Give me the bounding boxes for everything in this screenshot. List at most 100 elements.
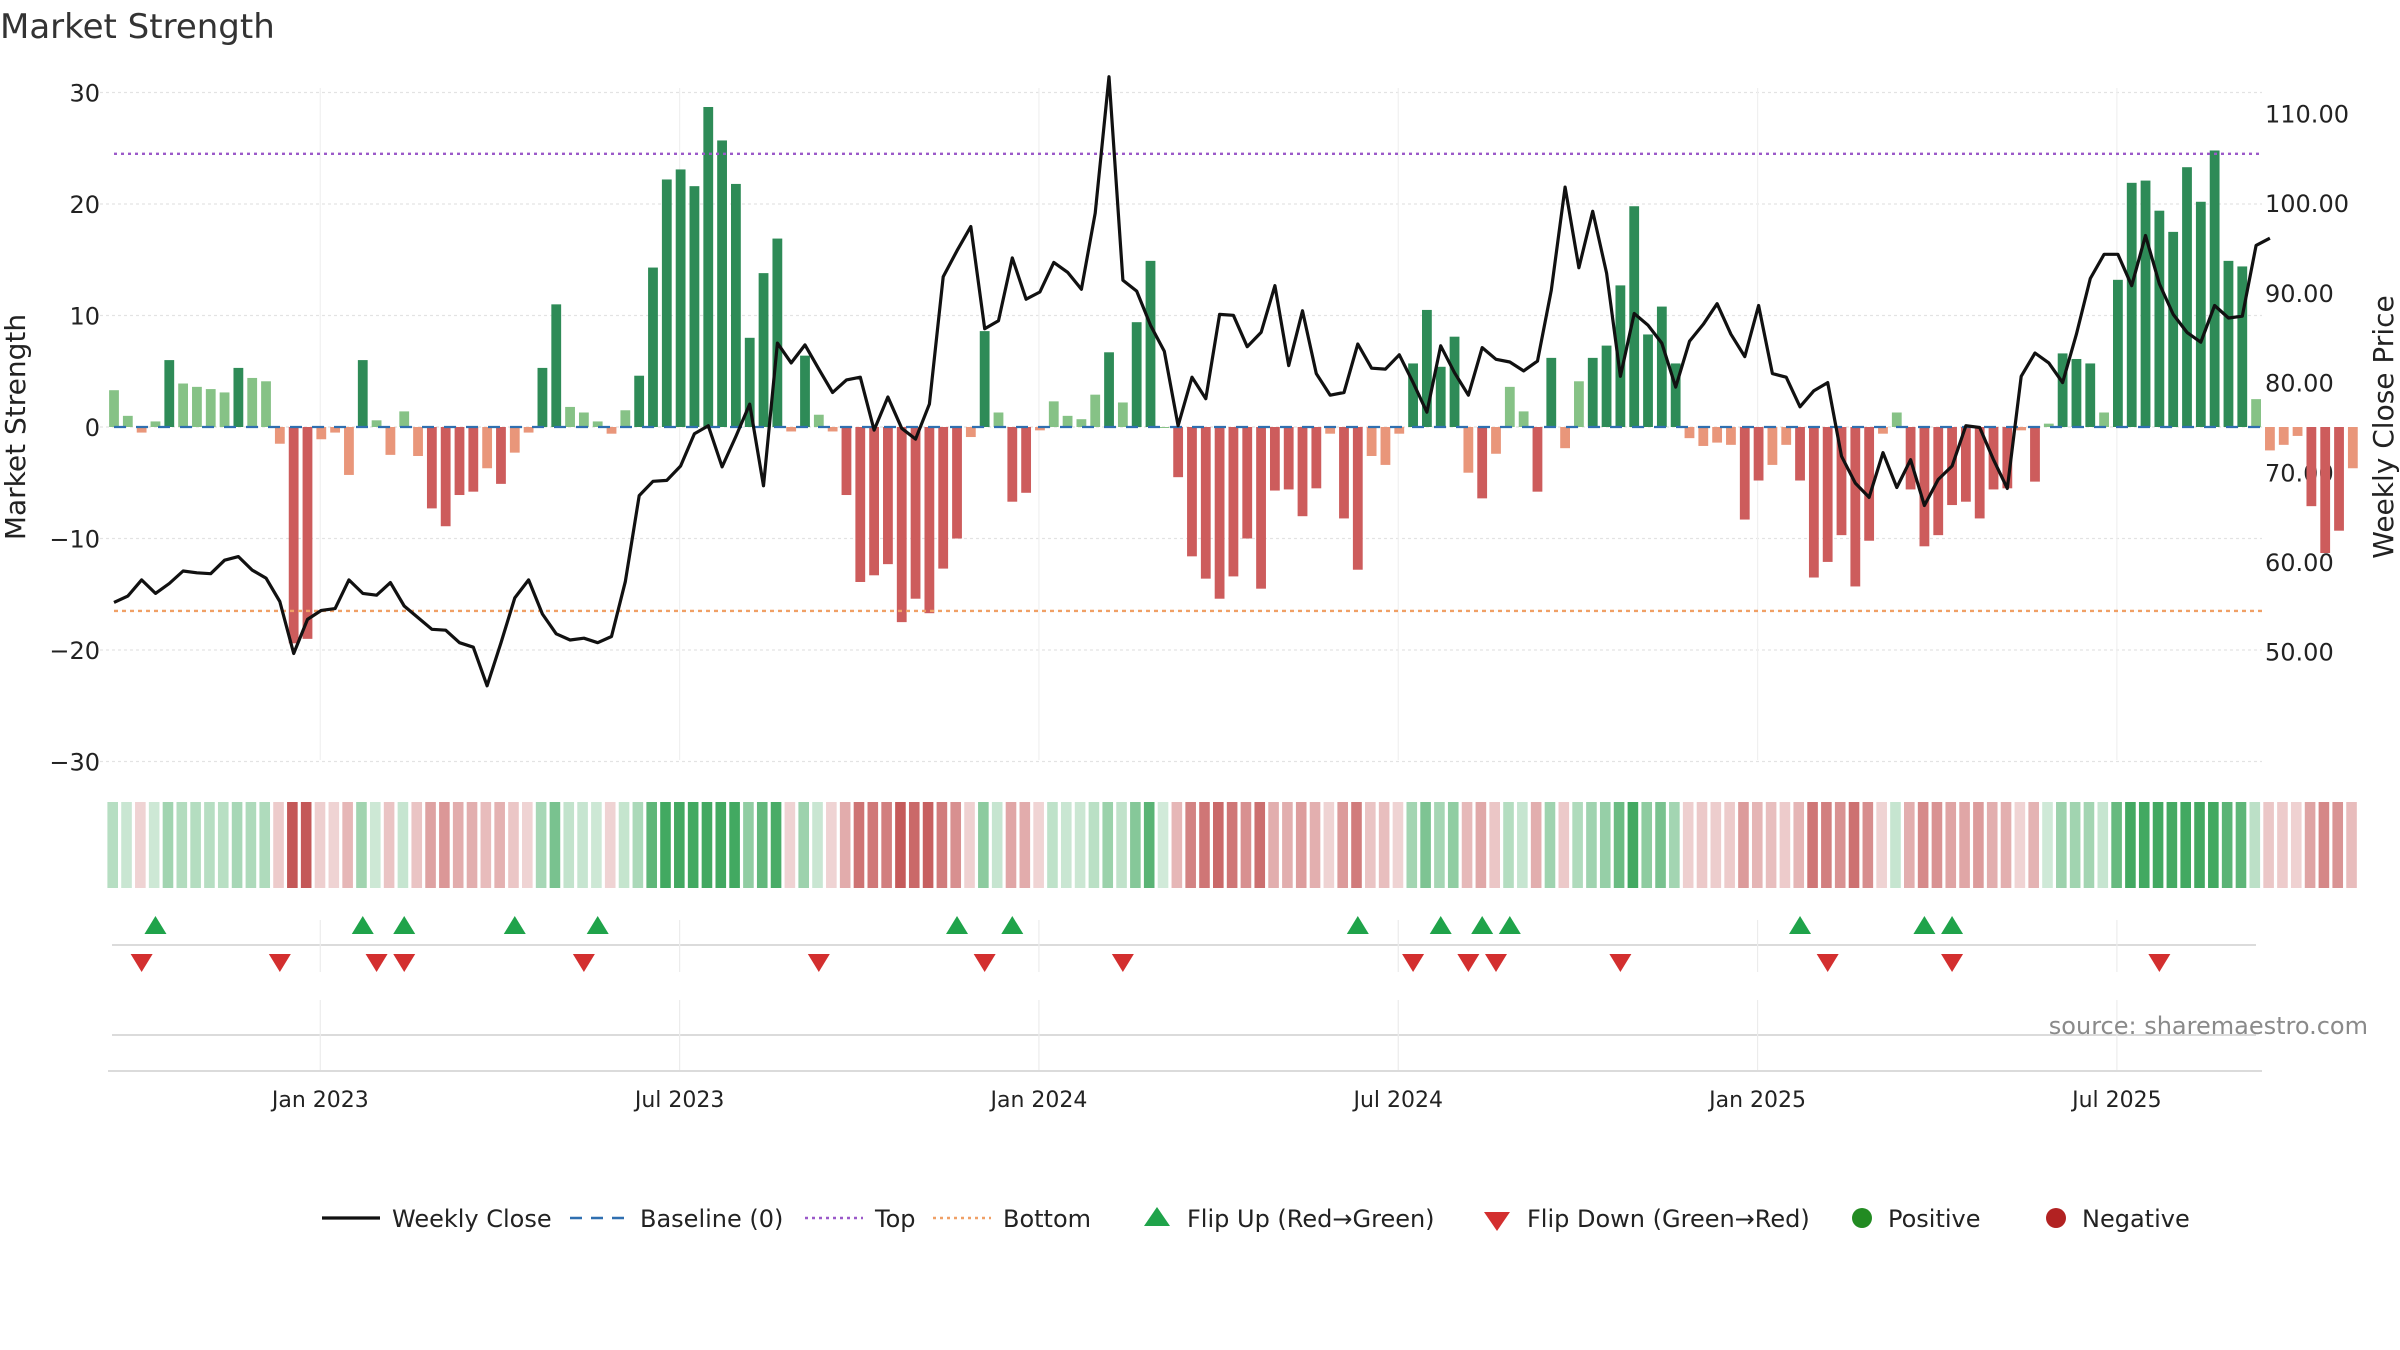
legend-label: Flip Down (Green→Red) bbox=[1527, 1205, 1810, 1233]
heat-cell bbox=[1116, 802, 1127, 888]
strength-bar bbox=[1864, 427, 1875, 541]
heat-cell bbox=[2304, 802, 2316, 888]
flip-down-marker bbox=[1402, 954, 1425, 972]
strength-bar bbox=[952, 427, 962, 539]
strength-bar bbox=[1532, 427, 1543, 492]
heat-cell bbox=[2138, 802, 2150, 888]
heat-cell bbox=[1351, 802, 1362, 888]
x-tick-label: Jan 2023 bbox=[270, 1088, 369, 1113]
flip-down-marker bbox=[365, 954, 388, 972]
left-tick-label: 0 bbox=[85, 414, 100, 442]
strength-bar bbox=[993, 412, 1004, 427]
strength-bar bbox=[1546, 357, 1557, 427]
strength-bar bbox=[1090, 394, 1101, 427]
strength-bar bbox=[855, 427, 866, 582]
strength-bar bbox=[523, 427, 534, 433]
heat-cell bbox=[743, 802, 754, 888]
strength-bar bbox=[1311, 427, 1322, 489]
heat-cell bbox=[1171, 802, 1183, 888]
heat-cell bbox=[1876, 802, 1887, 888]
strength-bar bbox=[1173, 427, 1184, 478]
heat-cell bbox=[1959, 802, 1970, 888]
heat-cell bbox=[1821, 802, 1832, 888]
flip-up-marker bbox=[351, 916, 374, 934]
strength-bar bbox=[1187, 427, 1197, 557]
heat-cell bbox=[494, 802, 505, 888]
strength-bar bbox=[2195, 201, 2206, 427]
left-tick-label: 20 bbox=[69, 191, 100, 219]
flip-down-marker bbox=[1111, 954, 1134, 972]
x-axis-ticks: Jan 2023 Jul 2023 Jan 2024 Jul 2024 Jan 2025… bbox=[270, 1088, 2162, 1113]
flip-up-marker bbox=[1789, 916, 1812, 934]
heat-cell bbox=[1558, 802, 1570, 888]
strength-bar bbox=[164, 360, 175, 427]
right-tick-label: 90.00 bbox=[2265, 280, 2334, 308]
strength-bar bbox=[1808, 427, 1819, 578]
strength-bar bbox=[122, 415, 133, 427]
heat-cell bbox=[577, 802, 588, 888]
strength-bar bbox=[192, 386, 202, 427]
legend-swatch-circle bbox=[2046, 1208, 2066, 1228]
heat-cell bbox=[1337, 802, 1348, 888]
flip-down-marker bbox=[1941, 954, 1964, 972]
heat-cell bbox=[1986, 802, 1998, 888]
heat-cell bbox=[1517, 802, 1528, 888]
strength-bar bbox=[371, 420, 382, 427]
strength-bar bbox=[565, 406, 575, 427]
flip-up-marker bbox=[1471, 916, 1494, 934]
strength-bar bbox=[2265, 427, 2275, 451]
strength-bar bbox=[551, 304, 562, 427]
heat-cell bbox=[1295, 802, 1307, 888]
flip-down-marker bbox=[1816, 954, 1839, 972]
strength-bar bbox=[385, 427, 396, 455]
heat-cell bbox=[2166, 802, 2178, 888]
strength-bar bbox=[219, 392, 230, 427]
heat-cell bbox=[2125, 802, 2136, 888]
heat-cell bbox=[231, 802, 243, 888]
heat-cell bbox=[176, 802, 188, 888]
flip-up-marker bbox=[1941, 916, 1964, 934]
heat-cell bbox=[2028, 802, 2039, 888]
heat-cell bbox=[1751, 802, 1763, 888]
strength-bar bbox=[2085, 363, 2096, 427]
strength-bar bbox=[1960, 427, 1971, 502]
right-tick-label: 50.00 bbox=[2265, 639, 2334, 667]
flip-up-marker bbox=[503, 916, 526, 934]
heat-cell bbox=[1904, 802, 1915, 888]
flip-down-marker bbox=[2148, 954, 2171, 972]
heat-cell bbox=[1282, 802, 1293, 888]
strength-bar bbox=[827, 427, 838, 432]
heat-cell bbox=[245, 802, 257, 888]
heat-cell bbox=[826, 802, 837, 888]
heat-cell bbox=[1931, 802, 1943, 888]
heat-cell bbox=[1157, 802, 1169, 888]
strength-bar bbox=[1836, 427, 1847, 536]
heat-cell bbox=[1033, 802, 1044, 888]
legend-label: Top bbox=[874, 1205, 916, 1233]
heat-cell bbox=[1005, 802, 1017, 888]
heat-cell bbox=[1848, 802, 1860, 888]
strength-bar bbox=[1131, 322, 1142, 427]
x-tick-label: Jul 2025 bbox=[2070, 1088, 2162, 1113]
heat-cell bbox=[1060, 802, 1072, 888]
flip-up-marker bbox=[144, 916, 167, 934]
strength-bar bbox=[2140, 180, 2151, 427]
strength-bar bbox=[758, 273, 769, 427]
heat-cell bbox=[839, 802, 851, 888]
heat-cell bbox=[1834, 802, 1846, 888]
heat-cell bbox=[1544, 802, 1556, 888]
flip-down-marker bbox=[973, 954, 996, 972]
heat-cell bbox=[2097, 802, 2109, 888]
strength-bar bbox=[938, 427, 949, 569]
strength-bar bbox=[537, 367, 548, 427]
left-tick-label: −20 bbox=[49, 637, 100, 665]
heat-cell bbox=[1420, 802, 1431, 888]
legend-label: Flip Up (Red→Green) bbox=[1187, 1205, 1435, 1233]
heat-cell bbox=[2208, 802, 2219, 888]
heat-cell bbox=[135, 802, 146, 888]
heat-cell bbox=[908, 802, 920, 888]
heat-cell bbox=[632, 802, 644, 888]
strength-bar bbox=[1214, 427, 1225, 599]
legend-label: Weekly Close bbox=[392, 1205, 552, 1233]
heat-cell bbox=[1973, 802, 1984, 888]
